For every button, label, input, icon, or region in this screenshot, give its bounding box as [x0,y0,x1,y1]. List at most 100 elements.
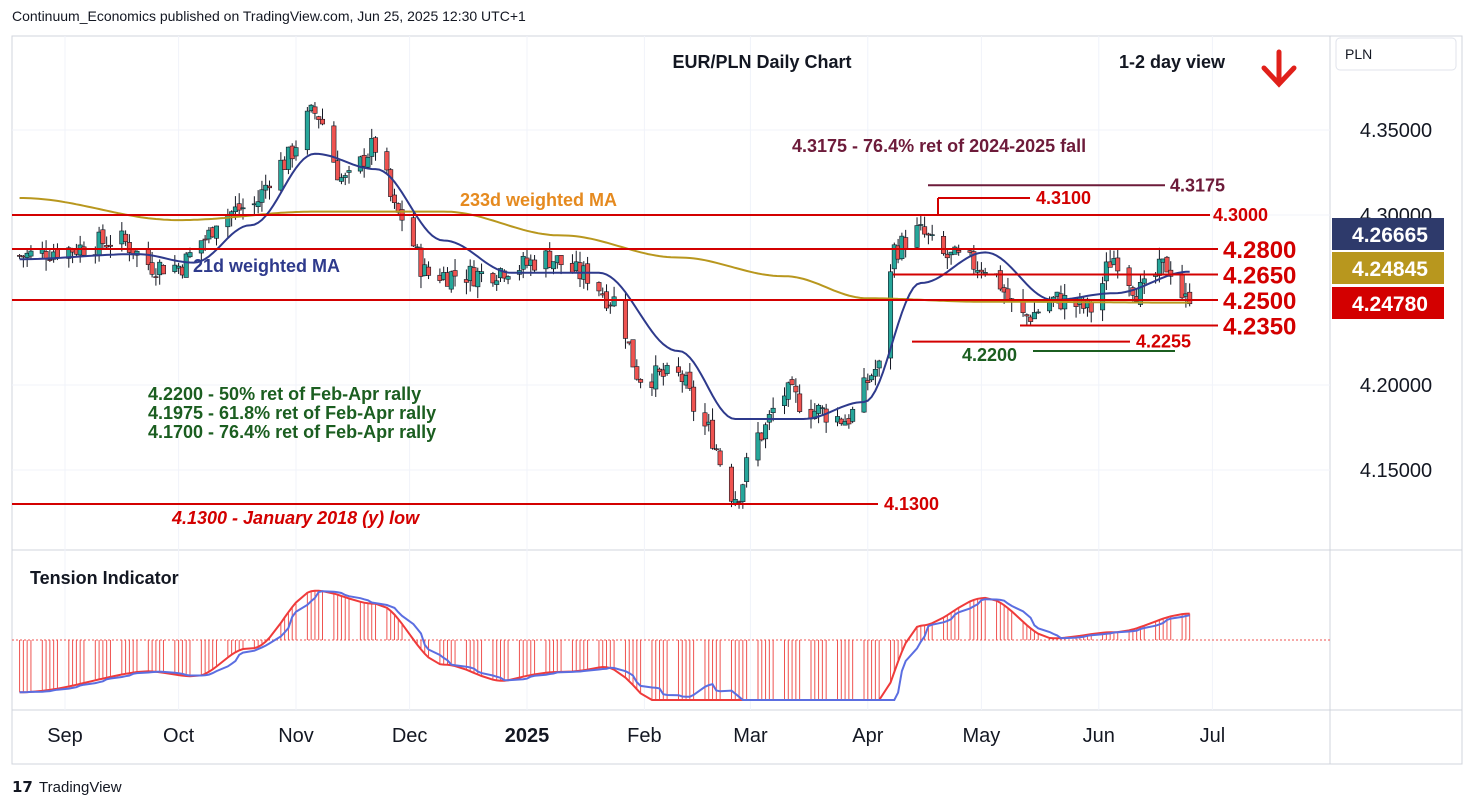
price-badge-label: 4.26665 [1352,224,1428,247]
candle-body [797,393,803,412]
candle-body [81,246,87,256]
candle-body [944,253,950,259]
candle [740,483,746,509]
candle-body [475,270,481,288]
candle-body [494,280,500,285]
candle [763,422,769,449]
candle-body [918,224,924,226]
candle [312,102,318,120]
candle [320,108,326,126]
candle [452,259,458,287]
candle-body [630,339,636,368]
candle-body [634,366,640,380]
time-axis-label: Feb [627,725,661,747]
candle-body [47,259,53,261]
level-label: 4.1300 [884,494,939,514]
candle [213,225,219,246]
candle [861,367,867,413]
tension-signal-line [19,589,1190,701]
time-axis: Sep Oct Nov Dec 2025 Feb Mar Apr May Jun Jul [47,725,1225,747]
candle [384,147,390,175]
candle [365,153,371,170]
candle [532,254,538,273]
chart-frame [11,35,1463,765]
candle [1020,289,1026,317]
candle-body [971,251,977,270]
candle [558,255,564,275]
candle-body [638,379,644,383]
candle [956,244,962,256]
candle-body [770,407,776,413]
candle-body [293,147,299,157]
candle-body [255,201,261,207]
candle-body [914,225,920,248]
candle [710,408,716,450]
candle-body [1024,314,1030,317]
chart-title: EUR/PLN Daily Chart [672,52,851,72]
candle [134,250,140,268]
candle-body [558,255,564,266]
candle [596,281,602,297]
candle [604,284,610,312]
candle-body [145,248,151,265]
candle-body [869,375,875,381]
candle-body [338,177,344,182]
candle-body [123,233,129,242]
candle-body [365,157,371,168]
candle-body [675,366,681,373]
candle-body [1005,288,1011,301]
ma21-line [19,152,1190,420]
ma233-line [19,197,1190,304]
time-axis-label: Oct [163,725,195,747]
candle-body [611,296,617,307]
candle-body [702,412,708,427]
candle [797,384,803,414]
candle [770,397,776,422]
candle-body [213,225,219,239]
price-badge-box [1332,252,1444,284]
candle [236,193,242,216]
candle [744,452,750,488]
candle-body [941,236,947,254]
candle-body [1137,282,1143,305]
candle-body [320,118,326,125]
candle-body [819,407,825,410]
price-badge-box [1332,218,1444,250]
candle [490,271,496,287]
candle [304,107,310,155]
candle [28,245,34,259]
candle-body [812,410,818,419]
candle-body [414,246,420,249]
candle-body [653,365,659,390]
candle-body [755,432,761,461]
view-label: 1-2 day view [1119,52,1226,72]
price-badges: 4.26665 4.24845 4.24780 [1332,218,1444,319]
candle-body [956,249,962,253]
candle [789,376,795,386]
candle-body [126,242,132,253]
low-annotation: 4.1300 - January 2018 (y) low [171,508,420,528]
candle [47,248,53,262]
candle [785,381,791,407]
candle-body [187,252,193,258]
time-axis-label: May [963,725,1001,747]
candle [266,180,272,200]
currency-box[interactable]: PLN [1335,37,1457,71]
fib-line-50: 4.2200 - 50% ret of Feb-Apr rally [148,384,421,404]
time-axis-label: Jun [1083,725,1115,747]
candle [611,286,617,308]
candle-body [278,159,284,191]
candle-body [384,151,390,171]
price-badge: 4.24780 [1332,287,1444,319]
candle-body [551,261,557,270]
candle-body [710,419,716,449]
currency-label: PLN [1345,46,1372,62]
candle [255,190,261,214]
candle [160,264,166,275]
candle-body [391,194,397,203]
price-badge-box [1332,287,1444,319]
time-axis-label: Mar [733,725,768,747]
candle [418,243,424,289]
